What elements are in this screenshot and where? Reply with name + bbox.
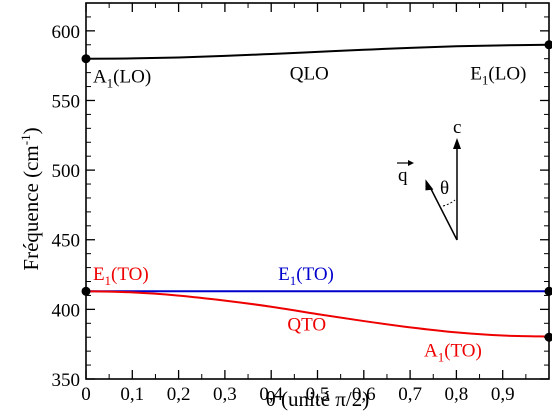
theta-arc — [442, 199, 456, 207]
y-tick-label: 550 — [52, 91, 81, 112]
x-tick-label: 0 — [81, 384, 91, 405]
annotation-qto: QTO — [287, 314, 326, 335]
y-tick-label: 450 — [52, 231, 81, 252]
q-vector-label: q — [398, 165, 408, 186]
x-tick-label: 0,1 — [120, 384, 144, 405]
y-axis-title-suffix: ) — [19, 127, 43, 134]
x-tick-label: 0,2 — [167, 384, 191, 405]
x-tick-label: 0,8 — [445, 384, 469, 405]
annotation-a1to: A1(TO) — [424, 341, 482, 365]
y-tick-labels: 350 400 450 500 550 600 — [52, 22, 81, 391]
direction-inset: c q θ — [397, 117, 461, 241]
x-axis-title: θ (unité π/2) — [266, 387, 369, 411]
x-tick-label: 0,7 — [398, 384, 422, 405]
y-axis-title-main: Fréquence (cm — [19, 145, 43, 270]
q-vector-overarrow-head — [408, 160, 414, 166]
c-axis-label: c — [453, 117, 461, 138]
q-vector-arrow — [429, 186, 458, 241]
x-tick-label: 0,5 — [306, 384, 330, 405]
x-tick-label: 0,9 — [491, 384, 515, 405]
y-tick-label: 350 — [52, 370, 81, 391]
y-tick-label: 500 — [52, 161, 81, 182]
axis-ticks — [85, 3, 549, 380]
y-axis-title: Fréquence (cm-1) — [18, 127, 43, 270]
annotation-a1lo: A1(LO) — [93, 66, 151, 90]
plot-annotations: A1(LO) QLO E1(LO) E1(TO) E1(TO) QTO A1(TO) — [93, 64, 526, 365]
series-line-qto — [85, 290, 550, 338]
y-tick-label: 400 — [52, 300, 81, 321]
x-tick-label: 0,6 — [352, 384, 376, 405]
y-tick-label: 600 — [52, 22, 81, 43]
x-tick-labels: 0 0,1 0,2 0,3 0,4 0,5 0,6 0,7 0,8 0,9 — [81, 384, 514, 405]
c-axis-arrowhead — [453, 138, 461, 149]
annotation-e1lo: E1(LO) — [470, 64, 526, 88]
annotation-e1to-mid: E1(TO) — [278, 264, 334, 288]
q-vector-arrowhead — [425, 179, 434, 191]
series-line-qlo — [85, 43, 550, 60]
y-axis-title-exponent: -1 — [18, 134, 33, 145]
x-tick-label: 0,4 — [259, 384, 283, 405]
plot-lines — [85, 43, 550, 338]
theta-label: θ — [440, 178, 449, 199]
annotation-qlo: QLO — [290, 64, 329, 85]
annotation-e1to-left: E1(TO) — [93, 264, 149, 288]
x-tick-label: 0,3 — [213, 384, 237, 405]
